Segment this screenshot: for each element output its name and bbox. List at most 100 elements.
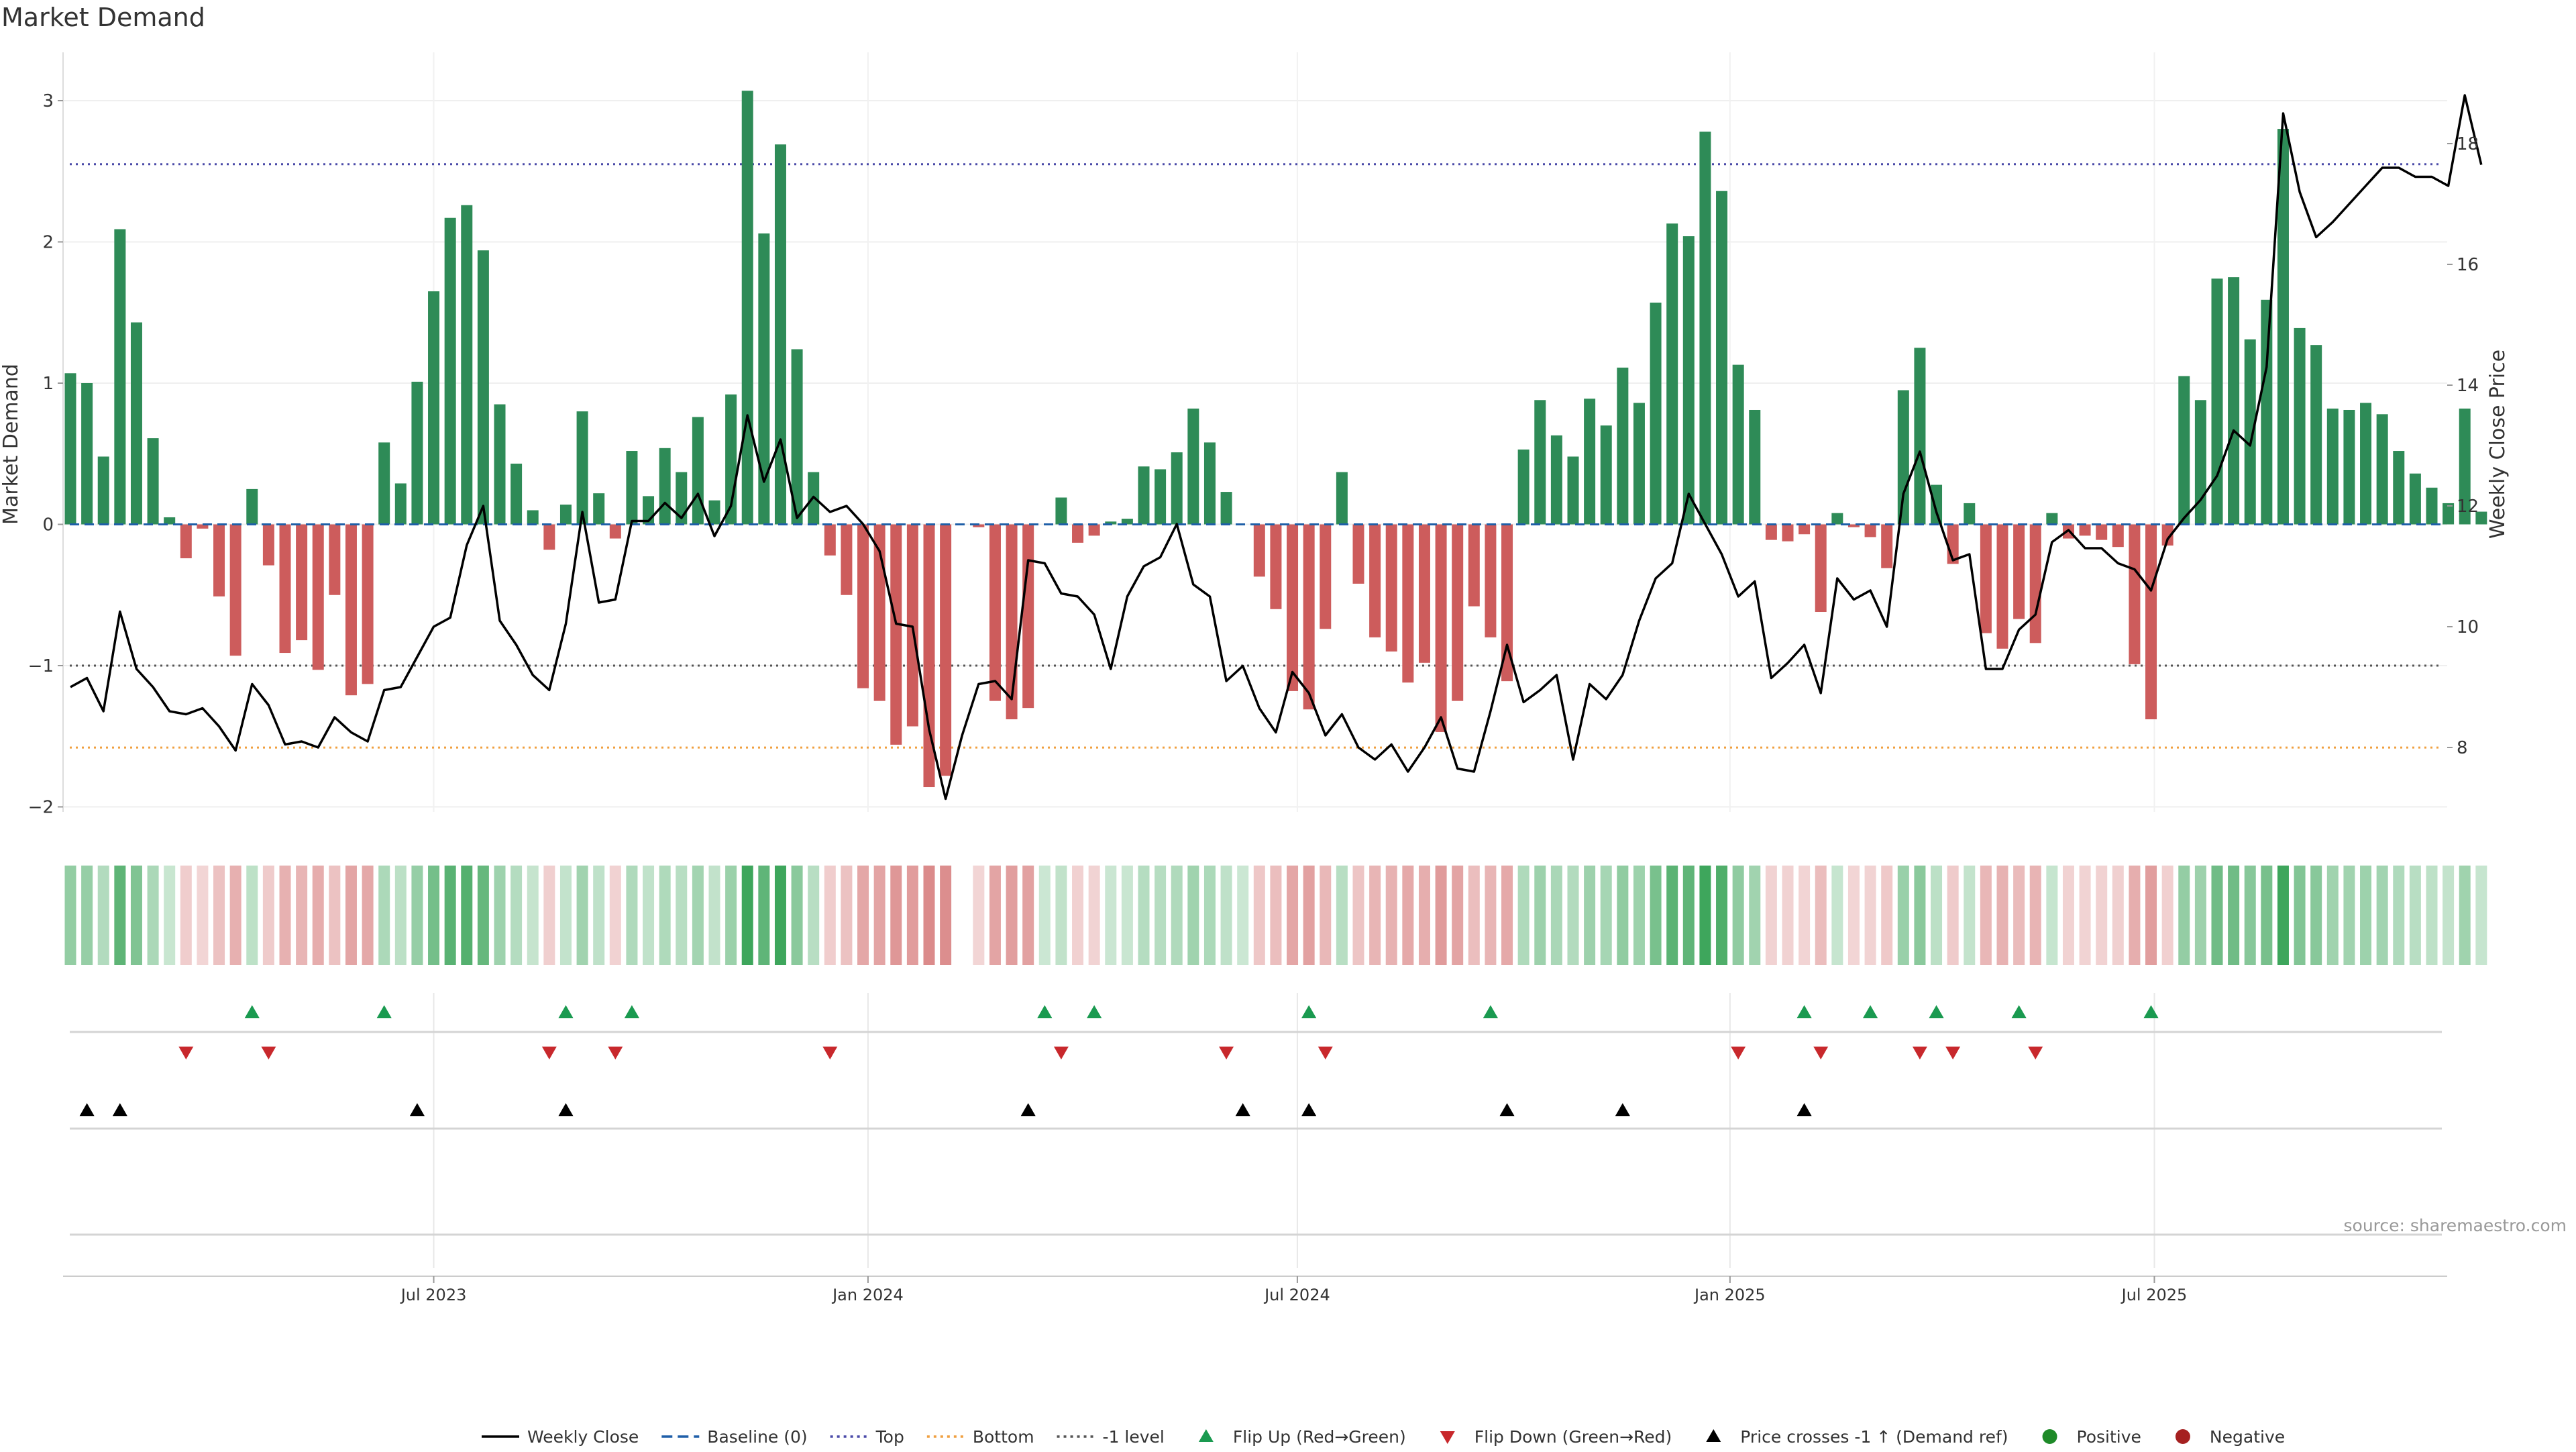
demand-bar (543, 524, 555, 550)
legend-label: Bottom (973, 1427, 1034, 1447)
strip-cell (213, 866, 225, 965)
flip-down-marker (1318, 1046, 1333, 1059)
strip-cell (1352, 866, 1364, 965)
right-tick-label: 18 (2457, 134, 2479, 154)
strip-cell (1996, 866, 2008, 965)
demand-bar (1055, 497, 1067, 525)
demand-bar (2261, 299, 2273, 525)
legend-label: Weekly Close (527, 1427, 639, 1447)
legend-swatch (1706, 1429, 1721, 1442)
demand-bar (1550, 435, 1562, 525)
demand-bar (940, 524, 952, 776)
left-tick-label: −1 (28, 656, 54, 676)
flip-up-marker (376, 1005, 392, 1019)
strip-cell (873, 866, 885, 965)
strip-cell (1666, 866, 1678, 965)
demand-bar (2294, 327, 2306, 525)
demand-bar (2029, 524, 2041, 643)
strip-cell (1567, 866, 1579, 965)
strip-cell (2376, 866, 2388, 965)
demand-bar (1980, 524, 1992, 633)
demand-bar (1749, 409, 1761, 525)
demand-heat-strip (64, 866, 2487, 965)
strip-cell (741, 866, 753, 965)
demand-bar (659, 448, 671, 525)
flip-down-marker (1731, 1046, 1746, 1059)
legend-swatch (1440, 1431, 1455, 1444)
demand-bar (394, 483, 407, 525)
strip-cell (626, 866, 638, 965)
strip-cell (2228, 866, 2240, 965)
demand-bar (246, 488, 258, 525)
strip-cell (1237, 866, 1249, 965)
strip-cell (1088, 866, 1100, 965)
strip-cell (1699, 866, 1711, 965)
legend-swatch (2042, 1429, 2057, 1444)
demand-bar (329, 524, 341, 595)
demand-bar (1584, 399, 1596, 525)
demand-bar (2360, 403, 2372, 525)
demand-bar (626, 451, 638, 525)
strip-cell (147, 866, 159, 965)
strip-cell (1418, 866, 1430, 965)
strip-cell (2129, 866, 2141, 965)
strip-cell (1749, 866, 1761, 965)
strip-cell (1864, 866, 1876, 965)
flip-up-marker (558, 1005, 574, 1019)
strip-cell (1385, 866, 1397, 965)
strip-cell (1006, 866, 1018, 965)
legend-swatch (2175, 1429, 2190, 1444)
strip-cell (659, 866, 671, 965)
strip-cell (1369, 866, 1381, 965)
strip-cell (1947, 866, 1959, 965)
demand-bar (2393, 451, 2405, 525)
demand-bar (2376, 414, 2388, 525)
strip-cell (593, 866, 605, 965)
strip-cell (1121, 866, 1133, 965)
strip-cell (1617, 866, 1629, 965)
flip-down-marker (608, 1046, 623, 1059)
strip-cell (246, 866, 258, 965)
demand-bar (923, 524, 935, 788)
strip-cell (923, 866, 935, 965)
strip-cell (511, 866, 523, 965)
strip-cell (81, 866, 93, 965)
flip-down-marker (1813, 1046, 1829, 1059)
legend-label: Negative (2210, 1427, 2285, 1447)
demand-bar (1881, 524, 1893, 568)
x-tick-label: Jan 2024 (831, 1286, 904, 1304)
demand-bar (1799, 524, 1811, 535)
strip-cell (2459, 866, 2471, 965)
demand-bar (2326, 408, 2339, 525)
demand-bar (213, 524, 225, 597)
source-label: source: sharemaestro.com (2343, 1216, 2567, 1235)
legend-label: Flip Up (Red→Green) (1233, 1427, 1406, 1447)
flip-down-marker (178, 1046, 194, 1059)
strip-cell (841, 866, 853, 965)
strip-cell (2261, 866, 2273, 965)
demand-bar (312, 524, 324, 670)
strip-cell (97, 866, 109, 965)
strip-cell (1765, 866, 1777, 965)
demand-bar (1369, 524, 1381, 637)
left-tick-label: −2 (28, 798, 54, 818)
demand-bar (692, 417, 704, 525)
price-cross-marker (1615, 1103, 1630, 1117)
strip-cell (758, 866, 770, 965)
strip-cell (2360, 866, 2372, 965)
demand-bar (1418, 524, 1430, 663)
demand-bar (1155, 469, 1167, 525)
demand-bar (2079, 524, 2091, 536)
demand-bar (180, 524, 192, 559)
strip-cell (559, 866, 572, 965)
strip-cell (1468, 866, 1480, 965)
demand-bar (444, 217, 456, 525)
strip-cell (114, 866, 126, 965)
demand-bar (494, 404, 506, 525)
demand-bar (2277, 129, 2289, 525)
flip-up-marker (244, 1005, 260, 1019)
demand-bar (758, 233, 770, 525)
demand-bar (1815, 524, 1827, 613)
strip-cell (576, 866, 588, 965)
